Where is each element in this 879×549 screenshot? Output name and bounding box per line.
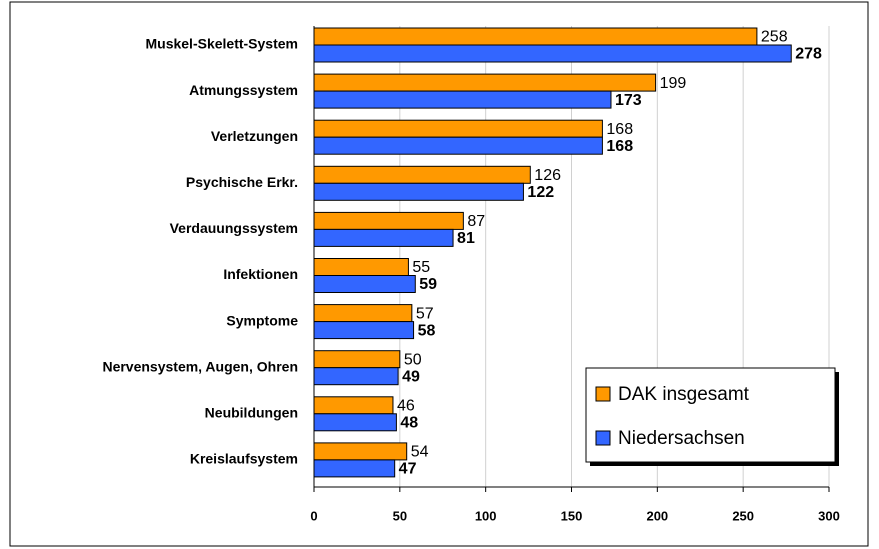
bar: [313, 258, 409, 276]
y-tick-label: Symptome: [226, 312, 298, 328]
y-tick-label: Psychische Erkr.: [186, 174, 298, 190]
bar: [313, 228, 454, 247]
y-tick-label: Kreislaufsystem: [190, 451, 298, 467]
value-label: 55: [412, 259, 430, 276]
bar: [313, 304, 413, 323]
bar: [313, 459, 396, 478]
value-label: 50: [404, 351, 422, 368]
value-label: 46: [397, 398, 415, 415]
bar: [313, 321, 415, 340]
bar: [313, 136, 603, 155]
value-label: 126: [534, 167, 561, 184]
bar: [313, 413, 397, 432]
value-label: 81: [457, 230, 475, 247]
x-tick-label: 300: [818, 508, 840, 523]
x-tick-label: 150: [561, 508, 583, 523]
legend-label: Niedersachsen: [618, 428, 745, 449]
bar: [313, 442, 408, 461]
bar: [313, 367, 399, 386]
x-tick-label: 200: [646, 508, 668, 523]
x-tick-label: 50: [393, 508, 407, 523]
value-label: 87: [467, 213, 485, 230]
bar: [313, 119, 603, 138]
bar: [313, 165, 531, 184]
value-label: 48: [400, 415, 418, 432]
legend: [585, 367, 836, 463]
bar: [313, 27, 758, 46]
value-label: 49: [402, 368, 420, 385]
value-label: 168: [606, 121, 633, 138]
bar: [313, 396, 394, 415]
y-tick-label: Verdauungssystem: [170, 220, 298, 236]
value-label: 47: [399, 461, 417, 478]
value-label: 278: [795, 46, 822, 63]
bar: [313, 90, 612, 109]
x-tick-label: 100: [475, 508, 497, 523]
value-label: 168: [606, 138, 633, 155]
bar: [313, 350, 401, 369]
value-label: 58: [418, 322, 436, 339]
value-label: 54: [411, 444, 429, 461]
bar: [313, 182, 524, 201]
bar: [313, 44, 792, 63]
bar: [313, 275, 416, 293]
value-label: 199: [660, 75, 687, 92]
y-tick-label: Muskel-Skelett-System: [145, 36, 298, 52]
y-tick-label: Nervensystem, Augen, Ohren: [102, 358, 298, 374]
legend-label: DAK insgesamt: [618, 384, 750, 405]
value-label: 258: [761, 29, 788, 46]
y-tick-label: Verletzungen: [211, 128, 298, 144]
y-tick-label: Atmungssystem: [189, 82, 298, 98]
legend-swatch: [595, 430, 611, 446]
bar: [313, 73, 657, 92]
x-tick-label: 250: [732, 508, 754, 523]
y-tick-label: Neubildungen: [205, 405, 298, 421]
y-tick-label: Infektionen: [223, 266, 298, 282]
value-label: 173: [615, 92, 642, 109]
value-label: 59: [419, 276, 437, 293]
legend-swatch: [595, 386, 611, 402]
x-tick-label: 0: [310, 508, 317, 523]
bar: [313, 211, 464, 230]
value-label: 57: [416, 305, 434, 322]
value-label: 122: [527, 184, 554, 201]
